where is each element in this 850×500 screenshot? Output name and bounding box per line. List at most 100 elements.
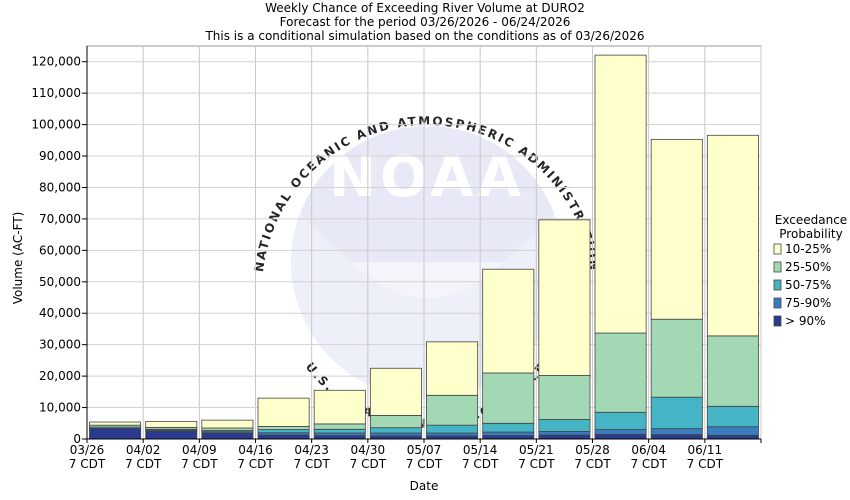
chart-title-line-1: Weekly Chance of Exceeding River Volume … <box>265 1 585 15</box>
legend-swatch <box>773 243 782 255</box>
bar-segment <box>313 389 366 425</box>
y-tick-label: 70,000 <box>39 212 81 226</box>
bar-stack-04-16 <box>257 397 310 440</box>
x-tick-label-date: 06/11 <box>688 443 723 457</box>
gridlines <box>86 46 762 440</box>
chart-title-line-3: This is a conditional simulation based o… <box>204 29 644 43</box>
bar-segment <box>145 430 198 440</box>
bar-segment <box>369 432 422 437</box>
y-tick-label: 0 <box>73 432 81 446</box>
bar-segment <box>201 432 254 440</box>
legend-swatch <box>773 261 782 273</box>
bar-segment <box>426 341 479 396</box>
y-tick-label: 90,000 <box>39 149 81 163</box>
x-tick-label-tz: 7 CDT <box>69 457 106 471</box>
bar-stack-06-11 <box>706 134 759 440</box>
bar-stack-06-04 <box>650 138 703 440</box>
x-tick-label-date: 04/30 <box>351 443 386 457</box>
bar-segment <box>482 372 535 424</box>
y-tick-label: 120,000 <box>31 55 81 69</box>
x-tick-label-tz: 7 CDT <box>125 457 162 471</box>
legend-label: 25-50% <box>785 260 831 274</box>
bar-segment <box>538 419 591 432</box>
bar-segment <box>426 424 479 434</box>
bar-segment <box>145 420 198 428</box>
legend-item: 75-90% <box>773 296 831 310</box>
bar-segment <box>538 431 591 436</box>
bar-stack-04-02 <box>145 420 198 440</box>
y-tick-label: 10,000 <box>39 401 81 415</box>
watermark-logo-text: NOAA <box>329 145 525 210</box>
legend-label: 75-90% <box>785 296 831 310</box>
bar-stack-04-09 <box>201 419 254 440</box>
legend-label: > 90% <box>785 314 826 328</box>
chart-title: Weekly Chance of Exceeding River Volume … <box>204 1 644 43</box>
y-tick-label: 100,000 <box>31 118 81 132</box>
bar-segment <box>706 434 759 440</box>
legend-item: 50-75% <box>773 278 831 292</box>
x-tick-label-date: 05/21 <box>519 443 554 457</box>
x-tick-label-tz: 7 CDT <box>406 457 443 471</box>
watermark-gull-shape <box>291 126 563 262</box>
bar-stack-04-30 <box>369 367 422 440</box>
bar-segment <box>89 427 142 440</box>
bar-segment <box>426 432 479 437</box>
bar-segment <box>650 428 703 435</box>
x-tick-label-date: 05/07 <box>407 443 442 457</box>
bar-segment <box>89 421 142 426</box>
legend-label: 10-25% <box>785 242 831 256</box>
y-tick-label: 30,000 <box>39 338 81 352</box>
bar-segment <box>650 138 703 320</box>
legend-title-line-2: Probability <box>779 227 842 241</box>
legend-items: 10-25% 25-50% 50-75% 75-90% > 90% <box>773 242 831 328</box>
bar-stack-05-28 <box>594 54 647 440</box>
bar-segment <box>482 435 535 440</box>
bar-segment <box>257 429 310 434</box>
x-tick-label-tz: 7 CDT <box>350 457 387 471</box>
bar-segment <box>257 426 310 430</box>
bar-segment <box>482 268 535 374</box>
x-tick-label-tz: 7 CDT <box>181 457 218 471</box>
x-tick-label-tz: 7 CDT <box>293 457 330 471</box>
x-axis-label: Date <box>410 479 439 493</box>
legend: Exceedance Probability 10-25% 25-50% 50-75… <box>773 213 847 328</box>
bar-segment <box>257 434 310 440</box>
x-tick-label-date: 05/14 <box>463 443 498 457</box>
y-tick-label: 50,000 <box>39 275 81 289</box>
legend-item: > 90% <box>773 314 826 328</box>
y-tick-label: 60,000 <box>39 243 81 257</box>
bar-segment <box>594 433 647 440</box>
x-tick-label-date: 05/28 <box>575 443 610 457</box>
bar-segment <box>538 375 591 420</box>
bar-segment <box>706 426 759 436</box>
y-axis-label: Volume (AC-FT) <box>11 212 25 305</box>
x-tick-label-date: 06/04 <box>631 443 666 457</box>
legend-swatch <box>773 297 782 309</box>
bar-segment <box>482 422 535 433</box>
bar-segment <box>369 367 422 416</box>
bar-stack-05-14 <box>482 268 535 440</box>
x-tick-label-tz: 7 CDT <box>687 457 724 471</box>
bar-segment <box>313 423 366 430</box>
x-tick-label-tz: 7 CDT <box>237 457 274 471</box>
bar-stack-04-23 <box>313 389 366 440</box>
bar-segment <box>313 428 366 434</box>
bar-segment <box>594 411 647 430</box>
bar-segment <box>369 415 422 429</box>
x-tick-label-tz: 7 CDT <box>518 457 555 471</box>
bar-stack-05-21 <box>538 219 591 440</box>
y-tick-label: 110,000 <box>31 86 81 100</box>
bar-segment <box>650 434 703 440</box>
bar-segment <box>594 429 647 435</box>
bar-stack-05-07 <box>426 341 479 440</box>
bar-segment <box>594 54 647 334</box>
y-tick-label: 20,000 <box>39 369 81 383</box>
legend-label: 50-75% <box>785 278 831 292</box>
x-tick-label-tz: 7 CDT <box>462 457 499 471</box>
bar-segment <box>426 394 479 426</box>
bar-segment <box>257 397 310 427</box>
chart-title-line-2: Forecast for the period 03/26/2026 - 06/… <box>280 15 571 29</box>
bar-segment <box>706 134 759 337</box>
bar-segment <box>538 434 591 440</box>
